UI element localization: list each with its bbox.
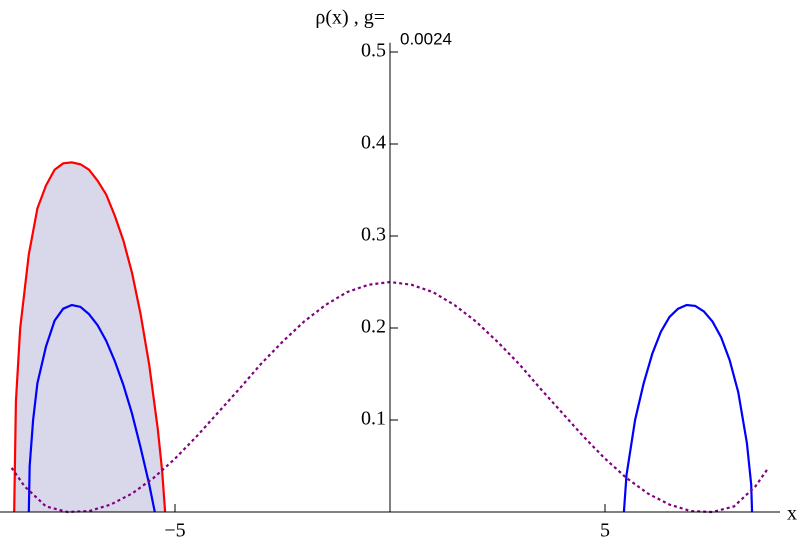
x-tick-label: −5 [164, 520, 185, 542]
y-tick-label: 0.1 [361, 408, 386, 430]
chart-title: ρ(x) , g= [315, 7, 385, 29]
series-line [622, 303, 754, 513]
y-tick-label: 0.5 [361, 40, 386, 62]
y-tick-label: 0.4 [361, 132, 386, 154]
y-tick-label: 0.2 [361, 316, 386, 338]
series-line [13, 161, 167, 513]
series-line [27, 303, 156, 513]
x-axis-label: x [787, 503, 797, 525]
y-tick-label: 0.3 [361, 224, 386, 246]
x-tick-label: 5 [600, 520, 610, 542]
annotation: 0.0024 [400, 29, 452, 48]
